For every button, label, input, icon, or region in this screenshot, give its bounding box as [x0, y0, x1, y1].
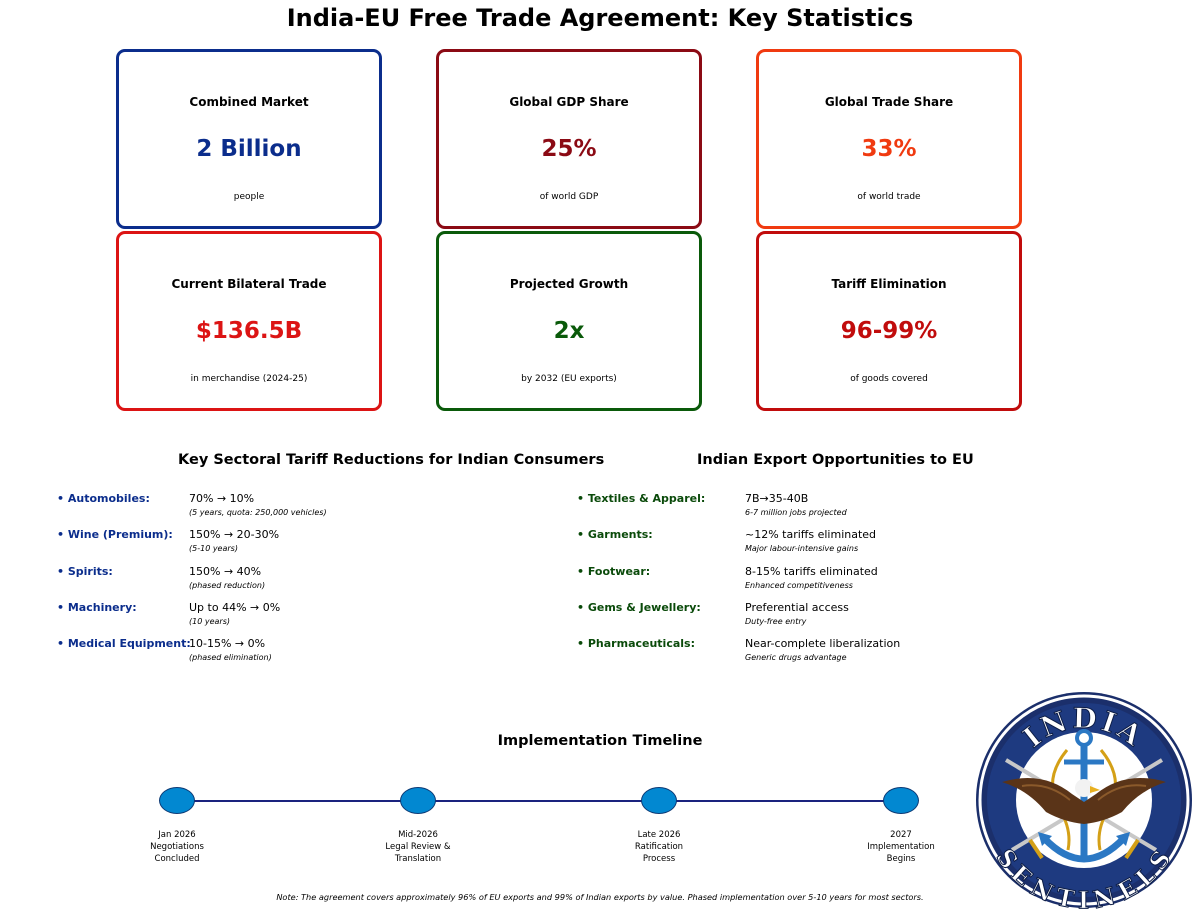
stat-card-trade-share: Global Trade Share 33% of world trade [756, 49, 1022, 229]
stat-card-label: Current Bilateral Trade [171, 277, 327, 291]
export-detail: ~12% tariffs eliminated [745, 528, 877, 541]
stat-card-gdp-share: Global GDP Share 25% of world GDP [436, 49, 702, 229]
eagle-anchor-emblem-icon: INDIA SENTINELS [976, 692, 1192, 915]
tariff-change: Up to 44% → 0% [189, 601, 281, 614]
timeline-marker [400, 787, 436, 814]
tariff-note: (10 years) [189, 617, 230, 626]
timeline-event-line: Process [642, 854, 676, 864]
export-note: 6-7 million jobs projected [745, 508, 847, 517]
stat-card-subtext: of world GDP [539, 192, 599, 202]
export-detail: Preferential access [745, 601, 849, 614]
tariff-sector-label: • Machinery: [57, 601, 137, 614]
footnote: Note: The agreement covers approximately… [276, 892, 924, 902]
timeline-event-date: 2027 [890, 830, 912, 840]
stat-card-value: 33% [861, 136, 917, 162]
tariff-change: 150% → 20-30% [189, 528, 280, 541]
stat-card-projected-growth: Projected Growth 2x by 2032 (EU exports) [436, 231, 702, 411]
stat-card-tariff-elimination: Tariff Elimination 96-99% of goods cover… [756, 231, 1022, 411]
timeline-event: 2027 Implementation Begins [841, 829, 961, 865]
timeline-event-line: Concluded [154, 854, 200, 864]
tariff-note: (5 years, quota: 250,000 vehicles) [189, 508, 327, 517]
stat-card-combined-market: Combined Market 2 Billion people [116, 49, 382, 229]
export-note: Duty-free entry [745, 617, 807, 626]
timeline-event: Mid-2026 Legal Review & Translation [358, 829, 478, 865]
timeline-event-date: Mid-2026 [398, 830, 438, 840]
tariff-change: 70% → 10% [189, 492, 255, 505]
export-sector-label: • Garments: [577, 528, 653, 541]
timeline-event-line: Implementation [867, 842, 935, 852]
stat-card-label: Combined Market [189, 95, 309, 109]
stat-card-subtext: people [233, 192, 265, 202]
timeline-event-date: Late 2026 [637, 830, 681, 840]
timeline-event: Late 2026 Ratification Process [599, 829, 719, 865]
timeline-marker [883, 787, 919, 814]
export-detail: 7B→35-40B [745, 492, 809, 505]
timeline-marker [159, 787, 195, 814]
tariff-note: (5-10 years) [189, 544, 238, 553]
export-sector-label: • Textiles & Apparel: [577, 492, 706, 505]
timeline-marker [641, 787, 677, 814]
timeline-event-date: Jan 2026 [158, 830, 196, 840]
timeline-event-line: Ratification [634, 842, 684, 852]
tariff-sector-label: • Medical Equipment: [57, 637, 191, 650]
india-sentinels-logo: INDIA SENTINELS [972, 690, 1196, 915]
export-note: Enhanced competitiveness [745, 581, 853, 590]
timeline-event: Jan 2026 Negotiations Concluded [117, 829, 237, 865]
tariff-section-title: Key Sectoral Tariff Reductions for India… [178, 452, 605, 468]
stat-card-label: Global Trade Share [824, 95, 954, 109]
timeline-event-line: Legal Review & [385, 842, 451, 852]
stat-card-value: 2x [553, 318, 585, 344]
stat-card-value: 2 Billion [196, 136, 302, 162]
stat-card-subtext: by 2032 (EU exports) [521, 374, 617, 384]
stat-card-value: $136.5B [195, 318, 303, 344]
export-sector-label: • Gems & Jewellery: [577, 601, 701, 614]
tariff-change: 150% → 40% [189, 565, 262, 578]
export-note: Major labour-intensive gains [745, 544, 859, 553]
stat-card-label: Global GDP Share [509, 95, 629, 109]
stat-card-bilateral-trade: Current Bilateral Trade $136.5B in merch… [116, 231, 382, 411]
export-sector-label: • Pharmaceuticals: [577, 637, 695, 650]
timeline-line [177, 800, 902, 802]
tariff-change: 10-15% → 0% [189, 637, 266, 650]
timeline-title: Implementation Timeline [497, 733, 703, 749]
stat-card-subtext: of goods covered [850, 374, 928, 384]
timeline-event-line: Translation [394, 854, 442, 864]
stat-card-subtext: of world trade [857, 192, 921, 202]
export-sector-label: • Footwear: [577, 565, 651, 578]
page-title: India-EU Free Trade Agreement: Key Stati… [286, 4, 914, 32]
timeline-event-line: Negotiations [150, 842, 204, 852]
tariff-note: (phased elimination) [189, 653, 272, 662]
tariff-sector-label: • Automobiles: [57, 492, 150, 505]
export-detail: 8-15% tariffs eliminated [745, 565, 878, 578]
stat-card-value: 96-99% [840, 318, 938, 344]
timeline-event-line: Begins [886, 854, 916, 864]
stat-card-value: 25% [541, 136, 597, 162]
tariff-sector-label: • Spirits: [57, 565, 113, 578]
export-section-title: Indian Export Opportunities to EU [697, 452, 974, 468]
tariff-note: (phased reduction) [189, 581, 266, 590]
stat-card-subtext: in merchandise (2024-25) [190, 374, 308, 384]
tariff-sector-label: • Wine (Premium): [57, 528, 173, 541]
stat-card-label: Projected Growth [509, 277, 629, 291]
export-note: Generic drugs advantage [745, 653, 847, 662]
stat-card-label: Tariff Elimination [831, 277, 947, 291]
export-detail: Near-complete liberalization [745, 637, 901, 650]
